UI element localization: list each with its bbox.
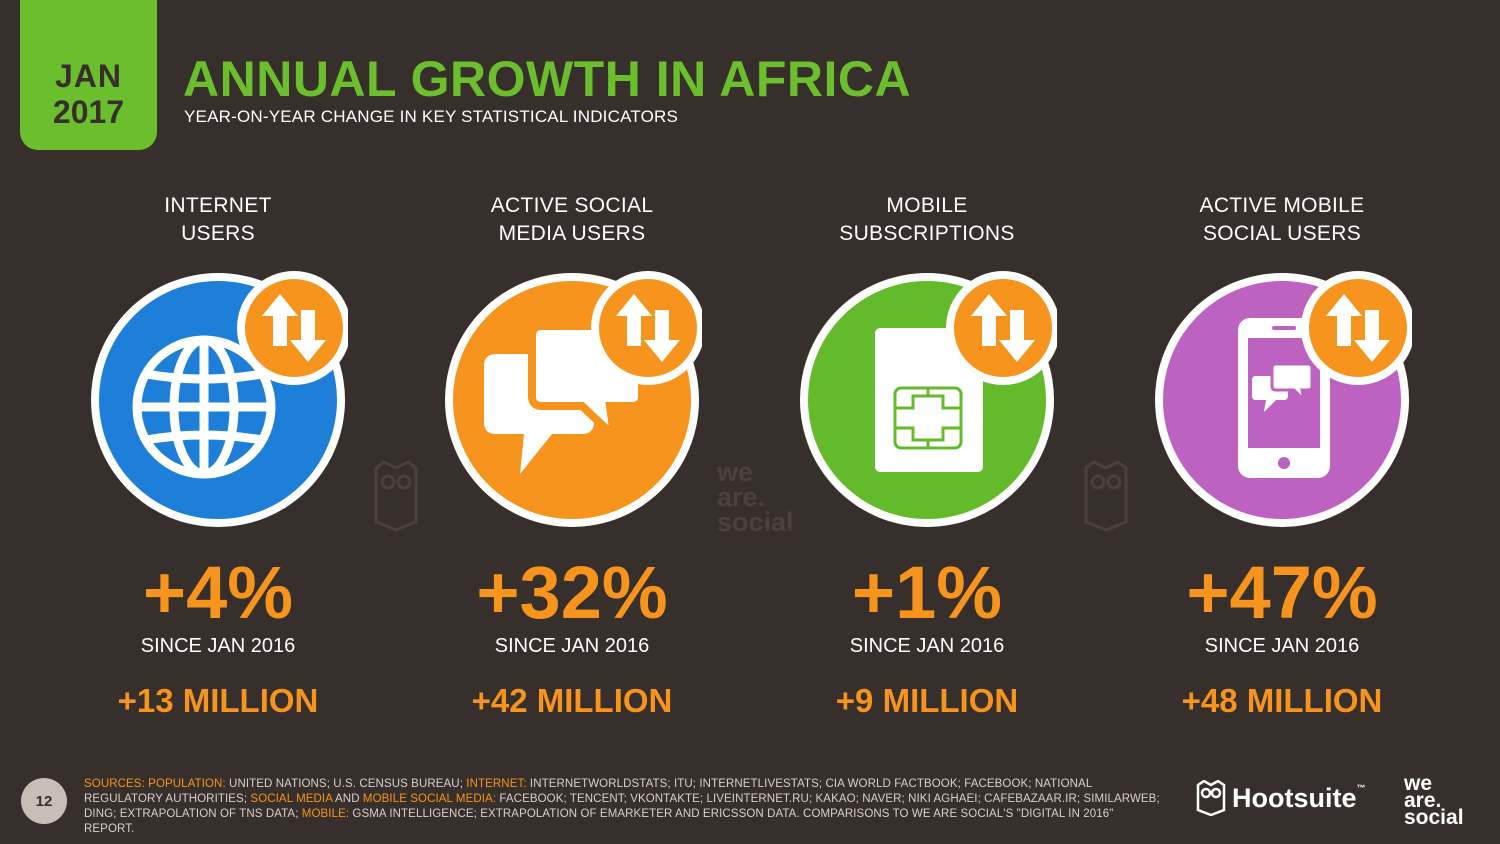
indicator-absolute: +13 MILLION <box>117 682 319 719</box>
indicator-percent: +1% <box>851 551 1003 634</box>
indicator-percent: +32% <box>476 551 668 634</box>
up-down-arrows-icon <box>1301 271 1412 385</box>
indicator-absolute: +48 MILLION <box>1181 682 1383 719</box>
indicator-internet-users: INTERNET USERS +4% SINCE JAN 2016 +13 MI… <box>48 0 388 760</box>
indicator-since: SINCE JAN 2016 <box>1204 635 1360 657</box>
indicator-ring <box>91 271 348 527</box>
owl-watermark-icon <box>1084 460 1128 532</box>
indicator-active-social-media-users: ACTIVE SOCIAL MEDIA USERS +32% SINCE JAN… <box>402 0 742 760</box>
indicator-label: MOBILE SUBSCRIPTIONS <box>839 194 1015 245</box>
indicator-absolute: +42 MILLION <box>471 682 673 719</box>
up-down-arrows-icon <box>237 271 348 385</box>
up-down-arrows-icon <box>946 271 1057 385</box>
date-year: 2017 <box>52 94 125 130</box>
smartphone-chat-icon <box>1238 318 1330 478</box>
date-badge: JAN 2017 <box>20 0 157 150</box>
indicator-since: SINCE JAN 2016 <box>849 635 1005 657</box>
globe-icon <box>132 335 276 479</box>
indicator-ring <box>445 271 702 527</box>
indicator-absolute: +9 MILLION <box>835 682 1019 719</box>
we-are-social-logo: we are. social <box>1404 772 1464 829</box>
indicator-label: ACTIVE MOBILE SOCIAL USERS <box>1199 194 1365 245</box>
hootsuite-logo: Hootsuite™ <box>1196 780 1366 816</box>
indicator-since: SINCE JAN 2016 <box>494 635 650 657</box>
indicator-label: INTERNET USERS <box>164 194 272 245</box>
page-title: ANNUAL GROWTH IN AFRICA <box>183 51 912 107</box>
date-month: JAN <box>54 58 122 94</box>
indicator-mobile-subscriptions: MOBILE SUBSCRIPTIONS +1% SINCE JAN 2016 … <box>757 0 1097 760</box>
owl-icon <box>1196 780 1226 816</box>
indicator-label: ACTIVE SOCIAL MEDIA USERS <box>490 194 654 245</box>
sources-text: SOURCES: POPULATION: UNITED NATIONS; U.S… <box>84 778 1160 835</box>
sim-card-icon <box>875 328 983 472</box>
indicator-since: SINCE JAN 2016 <box>140 635 296 657</box>
page-number: 12 <box>21 778 67 824</box>
owl-watermark-icon <box>374 460 418 532</box>
indicator-ring <box>1155 271 1412 527</box>
indicator-ring <box>800 271 1057 527</box>
page-subtitle: YEAR-ON-YEAR CHANGE IN KEY STATISTICAL I… <box>184 107 679 126</box>
we-are-social-watermark: we are. social <box>717 457 794 537</box>
up-down-arrows-icon <box>591 271 702 385</box>
indicator-percent: +47% <box>1186 551 1378 634</box>
indicator-active-mobile-social-users: ACTIVE MOBILE SOCIAL USERS +47% SINCE JA… <box>1112 0 1452 760</box>
indicator-percent: +4% <box>142 551 294 634</box>
